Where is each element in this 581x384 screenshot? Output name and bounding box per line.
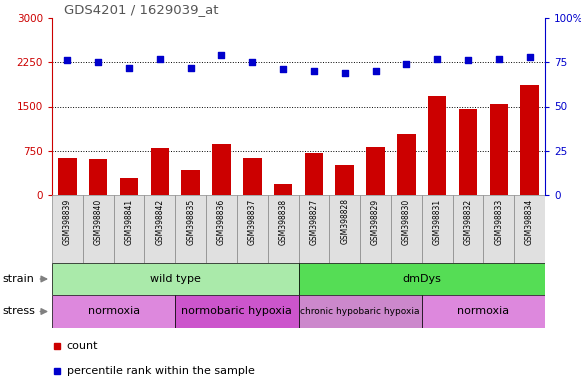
Point [248,59,257,65]
Text: stress: stress [2,306,35,316]
FancyBboxPatch shape [268,195,299,263]
Bar [335,165,354,195]
FancyBboxPatch shape [453,195,483,263]
Bar [89,159,107,195]
Point [494,56,503,62]
FancyBboxPatch shape [422,295,545,328]
Bar [150,148,169,195]
FancyBboxPatch shape [52,295,175,328]
Point [401,61,411,67]
FancyBboxPatch shape [329,195,360,263]
FancyBboxPatch shape [360,195,391,263]
Text: chronic hypobaric hypoxia: chronic hypobaric hypoxia [300,307,420,316]
Text: GSM398830: GSM398830 [402,199,411,245]
FancyBboxPatch shape [145,195,175,263]
FancyBboxPatch shape [299,195,329,263]
Point [432,56,442,62]
Bar [120,178,138,195]
FancyBboxPatch shape [175,195,206,263]
Bar [243,159,261,195]
Text: percentile rank within the sample: percentile rank within the sample [67,366,254,376]
Bar [58,159,77,195]
Point [463,58,472,64]
Text: GSM398831: GSM398831 [433,199,442,245]
Point [124,65,134,71]
Point [217,52,226,58]
Text: GSM398827: GSM398827 [310,199,318,245]
Text: GSM398842: GSM398842 [155,199,164,245]
FancyBboxPatch shape [52,195,83,263]
FancyBboxPatch shape [175,295,299,328]
Text: normoxia: normoxia [457,306,510,316]
Bar [428,96,446,195]
FancyBboxPatch shape [52,263,299,295]
Text: GSM398834: GSM398834 [525,199,534,245]
FancyBboxPatch shape [422,195,453,263]
Bar [212,144,231,195]
FancyBboxPatch shape [514,195,545,263]
Point [371,68,380,74]
Text: normoxia: normoxia [88,306,139,316]
FancyBboxPatch shape [391,195,422,263]
Point [525,54,535,60]
Bar [181,170,200,195]
Point [340,70,349,76]
Bar [366,147,385,195]
Text: count: count [67,341,98,351]
FancyBboxPatch shape [83,195,114,263]
FancyBboxPatch shape [237,195,268,263]
Text: GSM398833: GSM398833 [494,199,503,245]
FancyBboxPatch shape [299,263,545,295]
Text: normobaric hypoxia: normobaric hypoxia [181,306,292,316]
Bar [304,153,323,195]
Text: GSM398829: GSM398829 [371,199,380,245]
Text: dmDys: dmDys [402,274,441,284]
Text: GSM398838: GSM398838 [279,199,288,245]
Point [63,58,72,64]
Bar [459,109,477,195]
Text: GSM398832: GSM398832 [464,199,472,245]
Text: GDS4201 / 1629039_at: GDS4201 / 1629039_at [64,3,218,16]
FancyBboxPatch shape [114,195,145,263]
Text: GSM398839: GSM398839 [63,199,72,245]
Point [155,56,164,62]
FancyBboxPatch shape [206,195,237,263]
Text: strain: strain [2,274,34,284]
Text: wild type: wild type [150,274,200,284]
Text: GSM398828: GSM398828 [340,199,349,244]
Text: GSM398835: GSM398835 [186,199,195,245]
Bar [521,84,539,195]
Text: GSM398836: GSM398836 [217,199,226,245]
Bar [490,104,508,195]
Bar [274,184,292,195]
Text: GSM398840: GSM398840 [94,199,103,245]
Point [309,68,318,74]
FancyBboxPatch shape [299,295,422,328]
Point [278,66,288,73]
Point [186,65,195,71]
Text: GSM398841: GSM398841 [124,199,134,245]
Bar [397,134,415,195]
Text: GSM398837: GSM398837 [248,199,257,245]
Point [94,59,103,65]
FancyBboxPatch shape [483,195,514,263]
